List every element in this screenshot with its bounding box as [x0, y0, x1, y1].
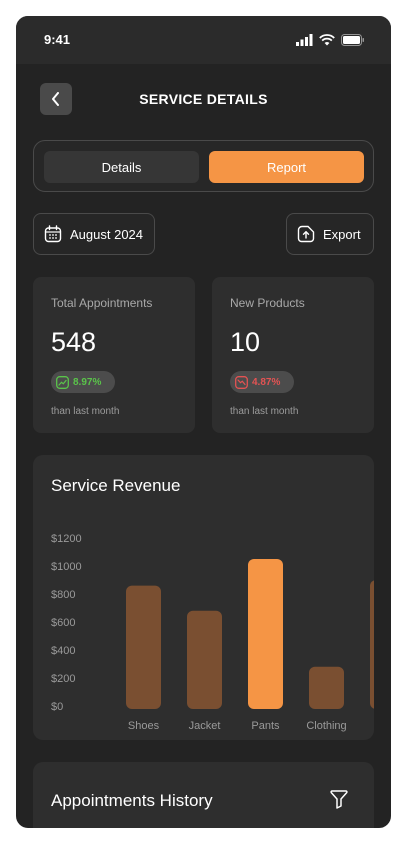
- y-tick-label: $1000: [51, 561, 82, 573]
- change-badge: 4.87%: [230, 371, 294, 393]
- chevron-left-icon: [52, 92, 59, 106]
- chart-title: Service Revenue: [51, 476, 181, 495]
- header: SERVICE DETAILS: [16, 83, 391, 115]
- trend-down-icon: [235, 375, 248, 389]
- x-tick-label: Shoes: [128, 720, 160, 732]
- date-picker-button[interactable]: August 2024: [33, 213, 155, 255]
- export-button[interactable]: Export: [286, 213, 374, 255]
- service-revenue-card: Service Revenue $1200 $1000 $800 $600 $400 $2…: [33, 455, 374, 740]
- stat-value: 10: [230, 327, 261, 357]
- calendar-icon: [44, 225, 62, 243]
- bar-shoes[interactable]: [126, 585, 161, 709]
- y-tick-label: $600: [51, 617, 75, 629]
- filter-button[interactable]: [330, 789, 348, 814]
- phone-screen: 9:41 SERVICE DETAILS: [16, 16, 391, 828]
- y-tick-label: $400: [51, 645, 75, 657]
- stat-card-new-products: New Products 10 4.87% than last month: [212, 277, 374, 433]
- export-icon: [297, 225, 315, 243]
- bar-partial-offscreen: [370, 580, 374, 709]
- stat-card-total-appointments: Total Appointments 548 8.97% than last m…: [33, 277, 195, 433]
- revenue-bar-chart: $1200 $1000 $800 $600 $400 $200 $0 Shoes Jacket P…: [51, 533, 374, 732]
- stat-label: Total Appointments: [51, 296, 153, 310]
- y-tick-label: $0: [51, 701, 63, 713]
- status-time: 9:41: [44, 32, 71, 47]
- tab-report[interactable]: Report: [209, 151, 364, 183]
- date-label: August 2024: [70, 226, 144, 242]
- wifi-icon: [319, 34, 335, 46]
- status-bar: 9:41: [16, 16, 391, 64]
- signal-icon: [296, 34, 313, 46]
- x-tick-label: Clothing: [306, 720, 346, 732]
- x-tick-label: Jacket: [189, 720, 221, 732]
- tab-details[interactable]: Details: [44, 151, 199, 183]
- export-label: Export: [323, 226, 361, 242]
- stat-note: than last month: [51, 406, 120, 417]
- bar-jacket[interactable]: [187, 610, 222, 709]
- y-tick-label: $200: [51, 673, 75, 685]
- x-tick-label: Pants: [251, 720, 280, 732]
- back-button[interactable]: [40, 83, 72, 115]
- stat-note: than last month: [230, 406, 299, 417]
- page-title: SERVICE DETAILS: [139, 91, 268, 107]
- tab-segment: Details Report: [33, 140, 374, 192]
- status-icons: [296, 34, 365, 46]
- y-tick-label: $800: [51, 589, 75, 601]
- battery-icon: [341, 34, 364, 46]
- stat-value: 548: [51, 327, 97, 357]
- filter-icon: [330, 790, 348, 809]
- change-value: 8.97%: [73, 376, 102, 388]
- appointments-history-card: Appointments History: [33, 762, 374, 828]
- y-tick-label: $1200: [51, 533, 82, 545]
- trend-up-icon: [56, 375, 69, 389]
- change-badge: 8.97%: [51, 371, 115, 393]
- change-value: 4.87%: [252, 376, 281, 388]
- history-title: Appointments History: [51, 791, 213, 810]
- bar-clothing[interactable]: [309, 666, 344, 709]
- bar-pants[interactable]: [248, 559, 283, 709]
- stat-label: New Products: [230, 296, 305, 310]
